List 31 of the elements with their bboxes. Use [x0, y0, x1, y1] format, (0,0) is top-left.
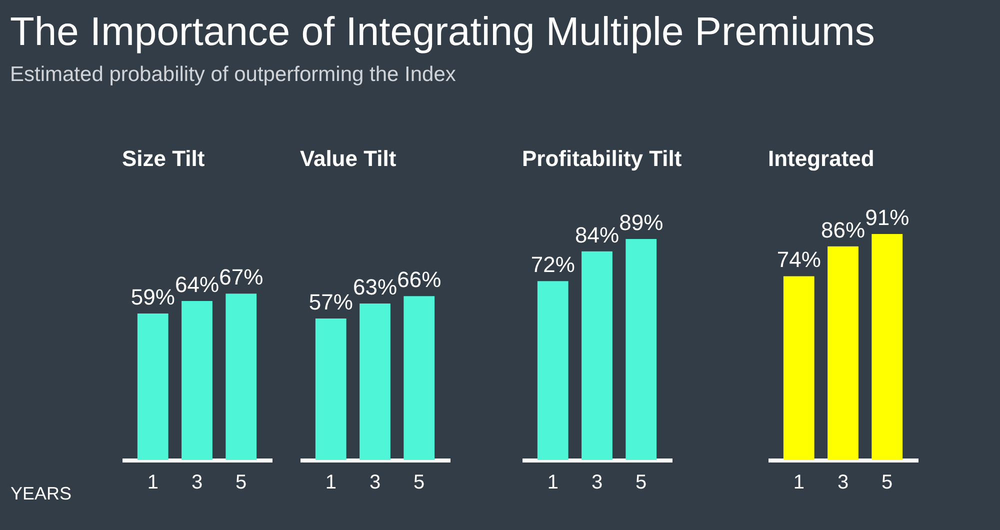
x-tick-label: 1 — [793, 472, 804, 494]
x-tick-label: 5 — [236, 472, 247, 494]
data-label: 63% — [352, 274, 398, 300]
chart-title: Size Tilt — [122, 145, 205, 173]
chart-title: Value Tilt — [300, 145, 396, 173]
data-label: 66% — [397, 267, 442, 292]
x-tick-label: 5 — [414, 472, 425, 494]
data-label: 59% — [130, 284, 175, 310]
data-label: 57% — [308, 289, 353, 314]
x-tick-label: 1 — [147, 472, 158, 494]
x-tick-label: 1 — [547, 472, 558, 494]
data-label: 84% — [574, 222, 620, 248]
data-label: 72% — [530, 252, 575, 278]
x-tick-label: 3 — [369, 472, 381, 494]
x-tick-label: 3 — [191, 472, 203, 494]
data-label: 67% — [219, 264, 264, 290]
x-axis-title: YEARS — [10, 484, 72, 504]
chart-title: Integrated — [768, 145, 874, 173]
text: Estimated probability of outperforming the Index — [10, 62, 457, 88]
x-tick-label: 5 — [882, 472, 893, 494]
data-label: 91% — [865, 205, 910, 230]
data-label: 86% — [820, 217, 866, 242]
x-tick-label: 5 — [636, 472, 647, 494]
text: The Importance of Integrating Multiple Premiums — [10, 9, 875, 56]
chart-title: Profitability Tilt — [522, 145, 682, 173]
data-label: 74% — [776, 247, 821, 272]
x-tick-label: 3 — [837, 472, 849, 494]
x-tick-label: 1 — [325, 472, 336, 494]
data-label: 89% — [619, 210, 664, 235]
data-label: 64% — [174, 272, 220, 298]
x-tick-label: 3 — [591, 472, 603, 494]
